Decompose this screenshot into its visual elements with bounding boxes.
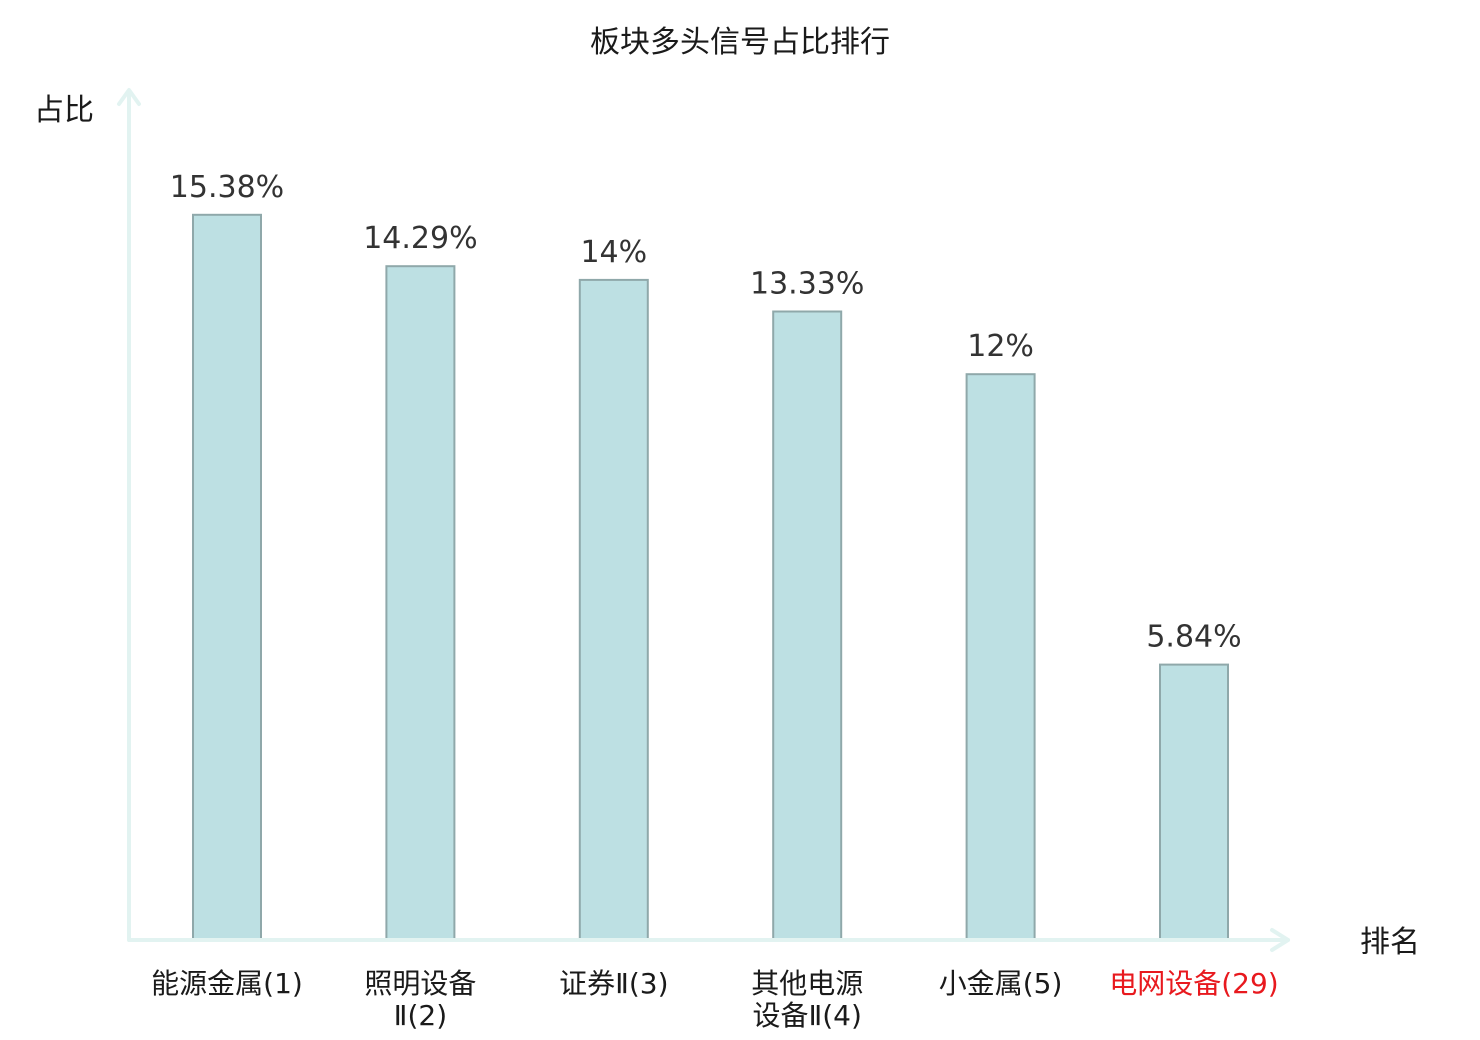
x-tick-label: 电网设备(29) (1109, 967, 1278, 1000)
x-tick-label: Ⅱ(2) (394, 999, 447, 1032)
bar (1159, 663, 1229, 941)
chart-title: 板块多头信号占比排行 (590, 25, 890, 60)
data-label: 14.29% (363, 221, 477, 256)
y-axis-label: 占比 (34, 93, 94, 128)
x-axis-label: 排名 (1360, 925, 1420, 960)
data-label: 12% (967, 329, 1034, 364)
x-tick-label: 设备Ⅱ(4) (752, 999, 861, 1032)
value-labels-group: 15.38% 14.29% 14% 13.33% 12% 5.84% (170, 170, 1242, 655)
bar (772, 310, 843, 941)
x-tick-label: 小金属(5) (939, 967, 1063, 1000)
x-tick-label: 照明设备 (364, 967, 476, 1000)
data-label: 5.84% (1146, 620, 1241, 655)
bar (385, 265, 456, 941)
bar (192, 213, 262, 942)
x-axis-arrow (1270, 928, 1290, 952)
x-tick-label: 证券Ⅱ(3) (559, 967, 668, 1000)
data-label: 15.38% (170, 170, 284, 205)
bar (578, 278, 649, 941)
x-tick-label: 能源金属(1) (151, 967, 303, 1000)
bar (965, 373, 1036, 941)
data-label: 14% (580, 235, 647, 270)
bars-group (192, 213, 1229, 942)
data-label: 13.33% (750, 267, 864, 302)
x-tick-label: 其他电源 (751, 967, 863, 1000)
